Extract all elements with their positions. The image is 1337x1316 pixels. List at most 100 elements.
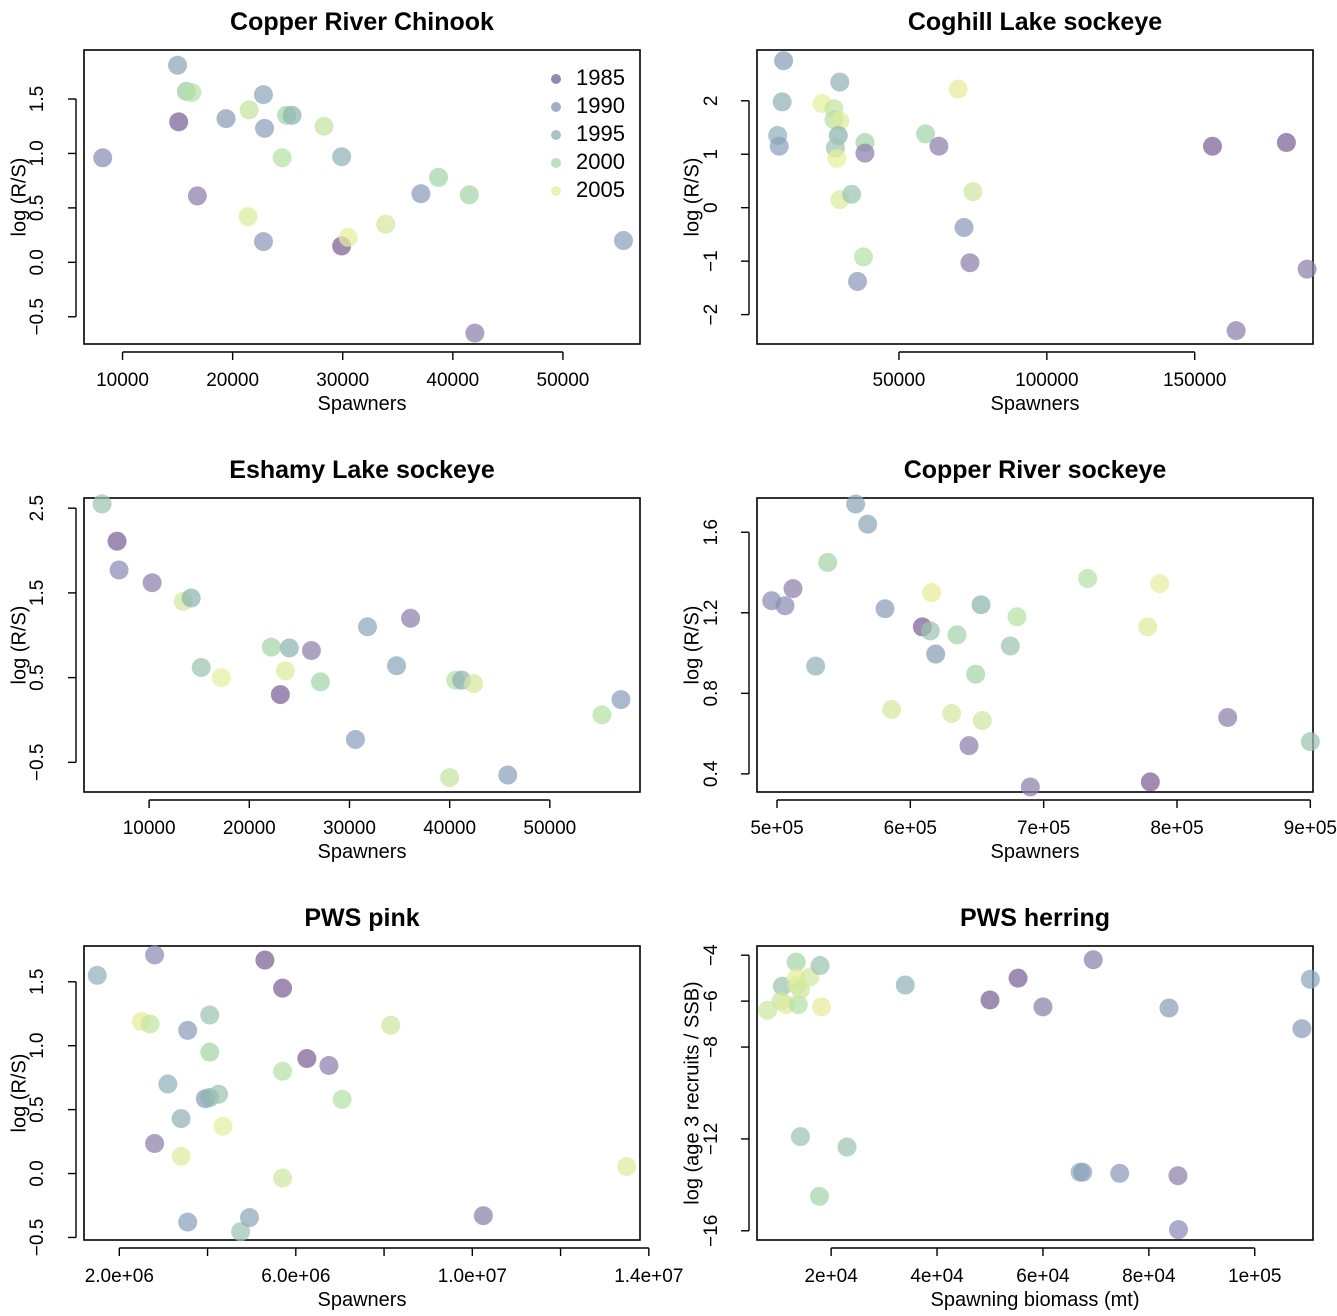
y-tick-label: −6 bbox=[701, 990, 722, 1012]
y-tick-label: 0.0 bbox=[27, 1160, 48, 1186]
data-point bbox=[187, 186, 207, 206]
legend-label: 1995 bbox=[576, 121, 625, 146]
x-tick-label: 30000 bbox=[316, 370, 369, 391]
plot-frame bbox=[83, 497, 641, 793]
plot-frame bbox=[83, 49, 641, 345]
chart-title: Coghill Lake sockeye bbox=[908, 8, 1162, 36]
data-point bbox=[788, 995, 808, 1015]
data-point bbox=[464, 674, 484, 694]
data-point bbox=[1007, 607, 1027, 627]
data-point bbox=[1000, 636, 1020, 656]
data-point bbox=[200, 1005, 220, 1025]
data-point bbox=[314, 116, 334, 136]
x-tick-label: 8e+05 bbox=[1150, 818, 1203, 839]
data-point bbox=[882, 699, 902, 719]
y-axis-label: log (R/S) bbox=[8, 158, 30, 237]
x-axis-label: Spawners bbox=[318, 1289, 407, 1311]
chart-title: Copper River sockeye bbox=[904, 456, 1167, 484]
x-axis-label: Spawning biomass (mt) bbox=[931, 1289, 1140, 1311]
panel-6: PWS herring 2e+04 4e+04 6e+04 8e+04 1e+05 Spaw… bbox=[681, 904, 1320, 1311]
panel-3: Eshamy Lake sockeye 10000 20000 30000 40000 5… bbox=[8, 456, 641, 863]
x-tick-label: 10000 bbox=[96, 370, 149, 391]
data-point bbox=[273, 1168, 293, 1188]
data-point bbox=[178, 1212, 198, 1232]
legend-label: 2000 bbox=[576, 149, 625, 174]
data-point bbox=[169, 112, 189, 132]
data-point bbox=[171, 1109, 191, 1129]
data-point bbox=[182, 82, 202, 102]
x-tick-label: 40000 bbox=[426, 370, 479, 391]
y-axis-label: log (R/S) bbox=[681, 606, 703, 685]
y-tick-label: 1.6 bbox=[701, 519, 722, 545]
x-tick-label: 1e+05 bbox=[1228, 1266, 1281, 1287]
y-axis-label: log (R/S) bbox=[8, 606, 30, 685]
data-point bbox=[1202, 136, 1222, 156]
data-point bbox=[109, 560, 129, 580]
x-tick-label: 50000 bbox=[537, 370, 590, 391]
y-tick-label: 1.2 bbox=[701, 600, 722, 626]
panel-1: Copper River Chinook 10000 20000 30000 40000… bbox=[8, 8, 641, 415]
plot-frame bbox=[756, 497, 1314, 793]
data-point bbox=[617, 1157, 637, 1176]
data-point bbox=[338, 227, 358, 247]
data-point bbox=[145, 1133, 165, 1153]
x-tick-label: 150000 bbox=[1163, 370, 1226, 391]
data-point bbox=[972, 711, 992, 731]
data-point bbox=[282, 105, 302, 125]
data-point bbox=[853, 247, 873, 267]
data-point bbox=[211, 668, 231, 688]
x-tick-label: 50000 bbox=[873, 370, 926, 391]
data-point bbox=[87, 965, 107, 985]
data-point bbox=[440, 768, 460, 788]
data-point bbox=[818, 552, 838, 572]
data-point bbox=[980, 990, 1000, 1010]
data-point bbox=[191, 657, 211, 677]
data-point bbox=[790, 1127, 810, 1147]
y-tick-label: 2 bbox=[701, 95, 722, 106]
legend-marker bbox=[551, 186, 561, 196]
y-tick-label: 1.0 bbox=[27, 140, 48, 166]
x-axis-label: Spawners bbox=[318, 393, 407, 415]
legend-marker bbox=[551, 74, 561, 84]
x-tick-label: 5e+05 bbox=[750, 818, 803, 839]
y-tick-label: 1.0 bbox=[27, 1032, 48, 1058]
y-axis-label: log (R/S) bbox=[8, 1054, 30, 1133]
legend-label: 1990 bbox=[576, 93, 625, 118]
data-point bbox=[200, 1042, 220, 1062]
data-point bbox=[216, 109, 236, 129]
data-point bbox=[966, 664, 986, 684]
data-point bbox=[279, 638, 299, 658]
y-tick-label: −0.5 bbox=[27, 298, 48, 336]
y-tick-label: 1.5 bbox=[27, 969, 48, 995]
data-point bbox=[345, 729, 365, 749]
y-tick-label: 0.5 bbox=[27, 195, 48, 221]
x-tick-label: 1.0e+07 bbox=[438, 1266, 507, 1287]
y-tick-label: 0.4 bbox=[701, 760, 722, 787]
data-point bbox=[332, 1089, 352, 1109]
data-point bbox=[775, 596, 795, 616]
data-point bbox=[459, 185, 479, 205]
plot-frame bbox=[756, 945, 1314, 1241]
y-tick-label: 0.8 bbox=[701, 680, 722, 706]
legend-marker bbox=[551, 102, 561, 112]
data-point bbox=[1297, 259, 1317, 279]
data-point bbox=[774, 51, 794, 71]
data-point bbox=[929, 136, 949, 156]
data-point bbox=[319, 1056, 339, 1076]
x-tick-label: 50000 bbox=[523, 818, 576, 839]
data-point bbox=[253, 232, 273, 252]
data-point bbox=[827, 149, 847, 169]
x-axis-label: Spawners bbox=[991, 841, 1080, 863]
data-point bbox=[947, 625, 967, 645]
data-point bbox=[809, 1186, 829, 1206]
data-point bbox=[1218, 707, 1238, 727]
y-tick-label: −2 bbox=[701, 304, 722, 326]
data-point bbox=[963, 182, 983, 202]
chart-title: Eshamy Lake sockeye bbox=[229, 456, 495, 484]
data-point bbox=[786, 952, 806, 972]
data-point bbox=[772, 976, 792, 996]
x-tick-label: 10000 bbox=[123, 818, 176, 839]
x-tick-label: 2.0e+06 bbox=[85, 1266, 154, 1287]
legend-label: 1985 bbox=[576, 65, 625, 90]
